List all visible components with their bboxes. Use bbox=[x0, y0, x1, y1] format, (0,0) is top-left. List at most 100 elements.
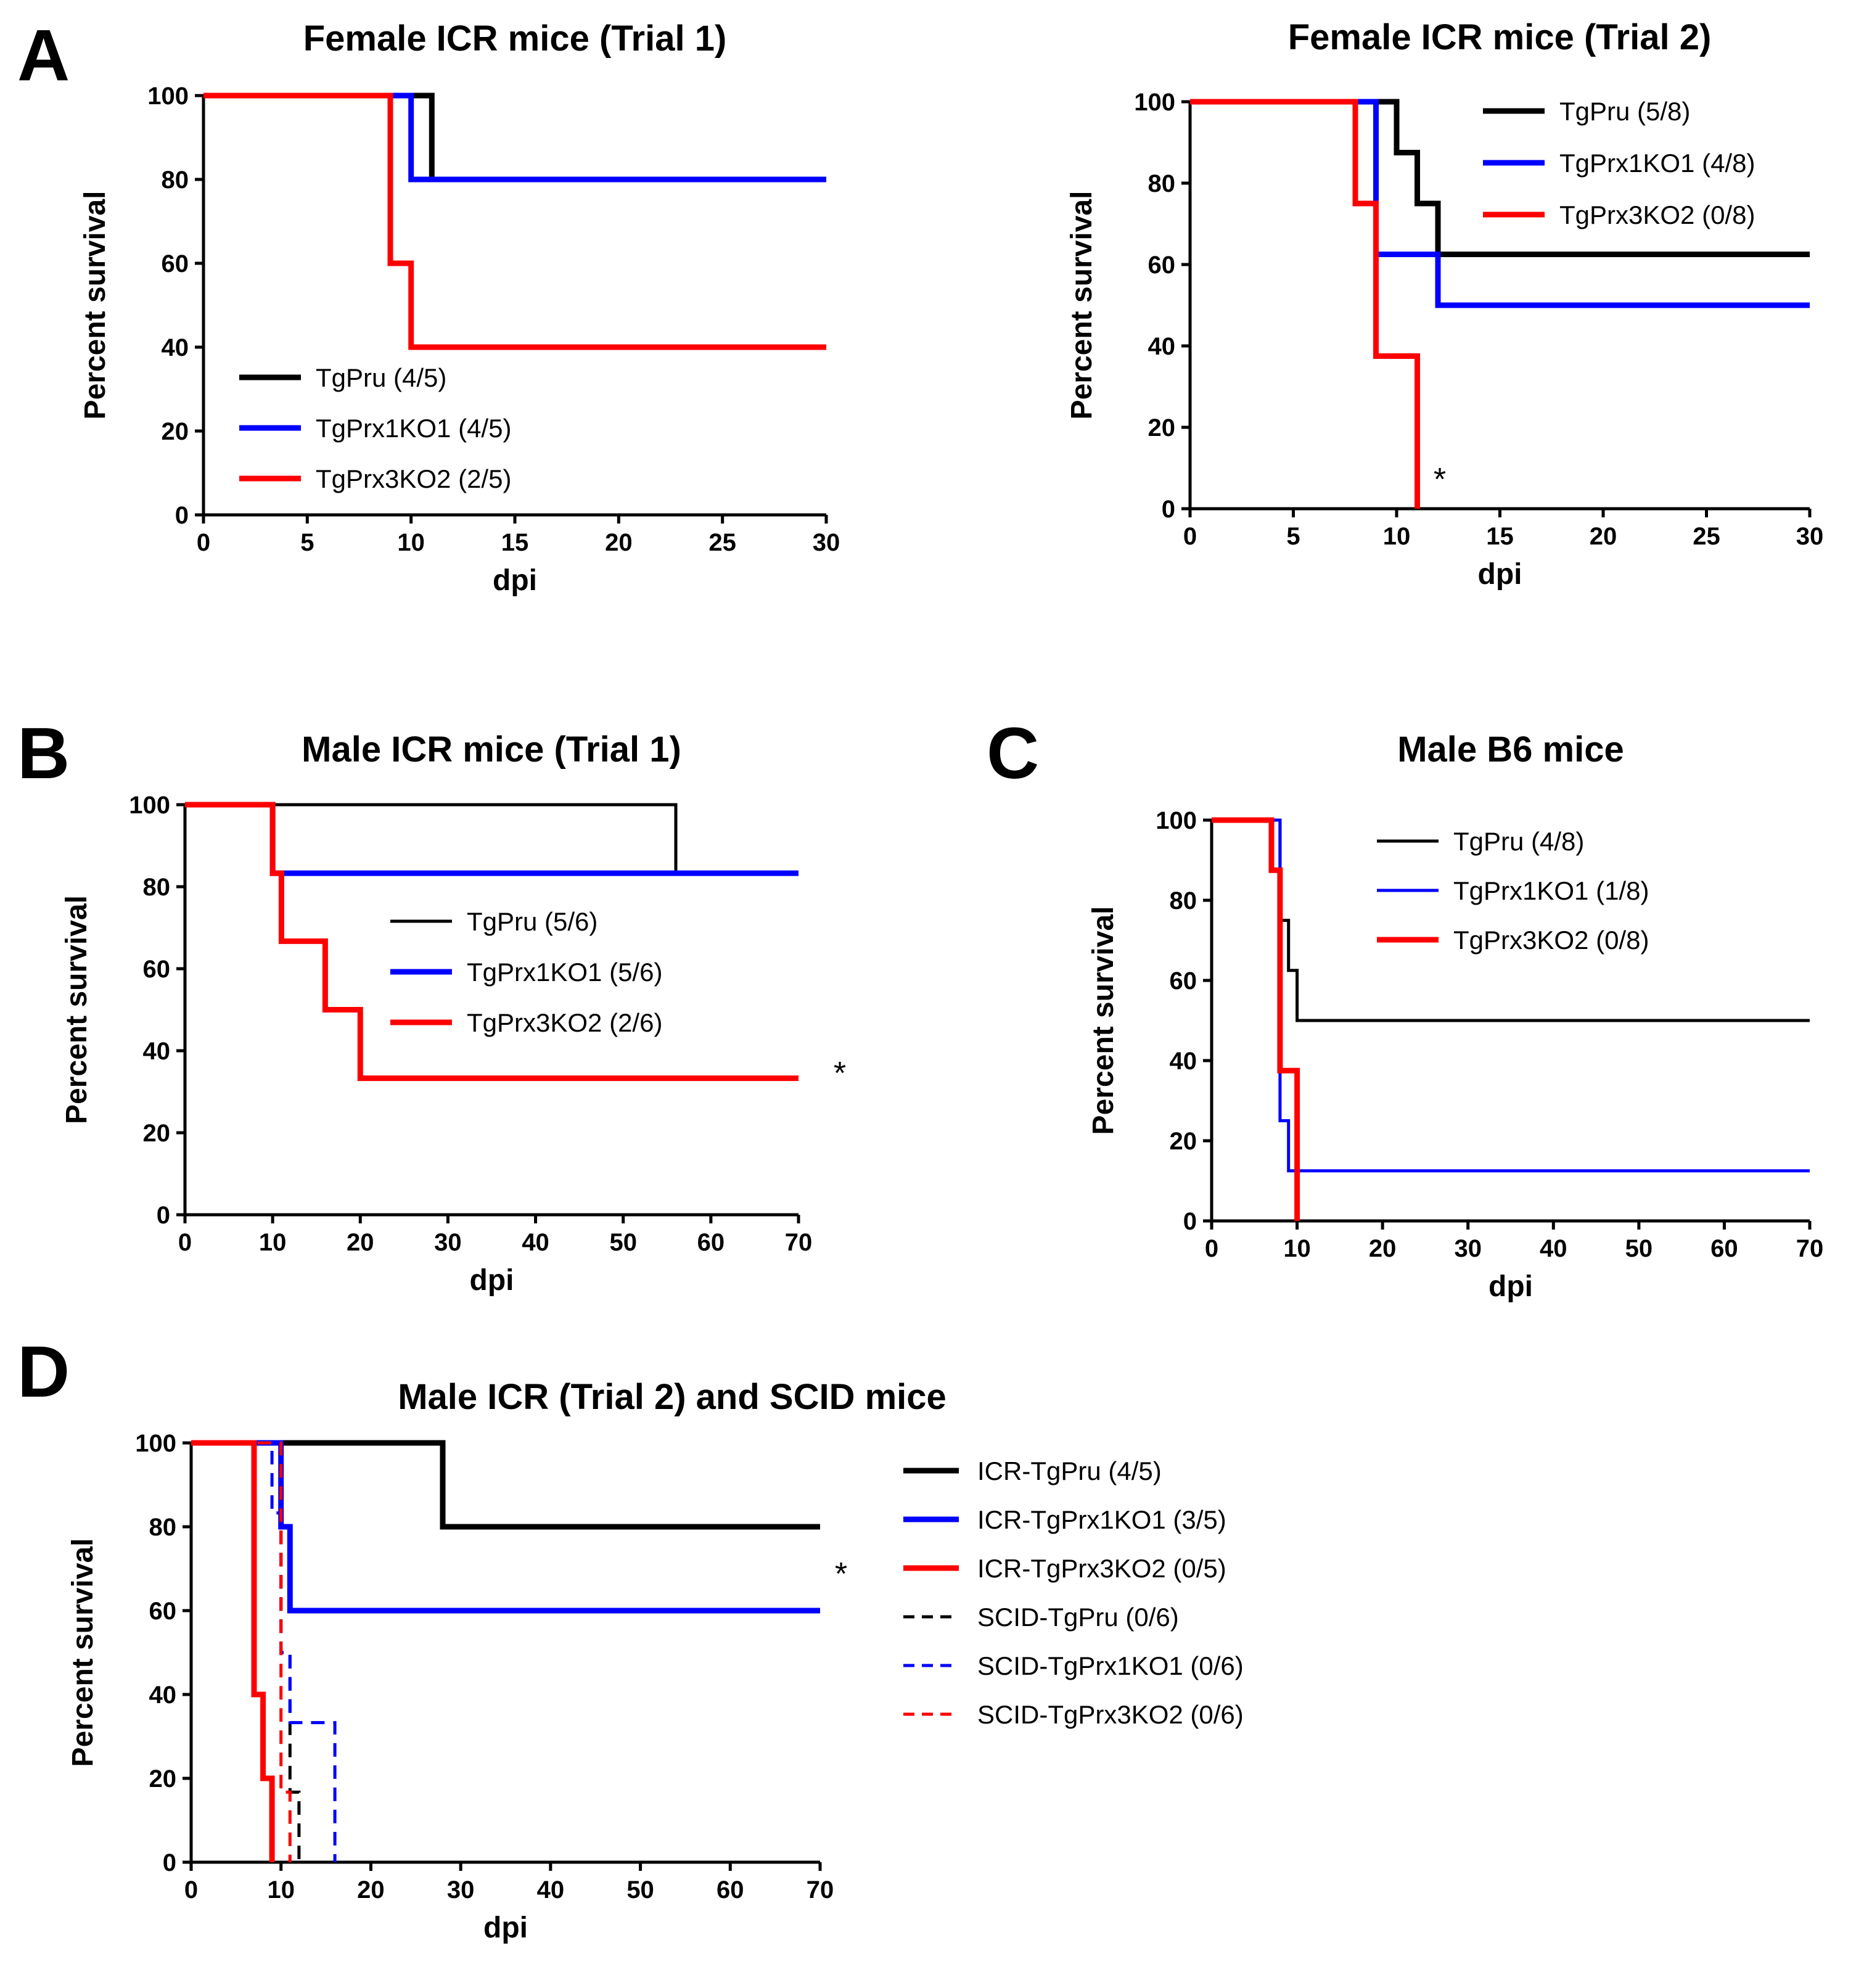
y-axis-label: Percent survival bbox=[79, 191, 112, 420]
x-tick-label: 0 bbox=[1183, 523, 1197, 550]
y-tick-label: 40 bbox=[149, 1682, 177, 1709]
legend-label: ICR-TgPrx1KO1 (3/5) bbox=[977, 1505, 1226, 1534]
x-tick-label: 40 bbox=[522, 1229, 549, 1256]
x-axis-label: dpi bbox=[483, 1912, 528, 1944]
y-tick-label: 40 bbox=[1148, 333, 1176, 360]
x-tick-label: 10 bbox=[1383, 523, 1411, 550]
y-tick-label: 20 bbox=[149, 1765, 177, 1793]
y-tick-label: 100 bbox=[1134, 89, 1175, 116]
series-line-3 bbox=[185, 802, 799, 1082]
y-tick-label: 0 bbox=[1183, 1208, 1197, 1235]
x-tick-label: 25 bbox=[1693, 523, 1720, 550]
chart-male-icr-trial-1: Male ICR mice (Trial 1) 0 10 20 30 40 50 60 70 0 2… bbox=[60, 729, 846, 1297]
chart-title: Male ICR (Trial 2) and SCID mice bbox=[398, 1377, 946, 1417]
chart-female-icr-trial-2: Female ICR mice (Trial 2) 0 5 10 15 20 25 30 0 20… bbox=[1066, 17, 1823, 591]
x-tick-label: 40 bbox=[1540, 1235, 1567, 1262]
x-axis-label: dpi bbox=[1488, 1270, 1533, 1303]
x-tick-label: 30 bbox=[813, 529, 840, 556]
legend-label: SCID-TgPrx1KO1 (0/6) bbox=[977, 1651, 1244, 1680]
x-tick-label: 20 bbox=[347, 1229, 374, 1256]
x-tick-label: 30 bbox=[434, 1229, 462, 1256]
legend-label: TgPrx1KO1 (4/8) bbox=[1559, 149, 1755, 178]
x-tick-label: 60 bbox=[1710, 1235, 1738, 1262]
x-tick-label: 10 bbox=[267, 1876, 295, 1904]
chart-title: Male B6 mice bbox=[1397, 729, 1624, 770]
x-tick-label: 0 bbox=[178, 1229, 192, 1256]
x-tick-label: 60 bbox=[697, 1229, 725, 1256]
x-tick-label: 50 bbox=[1625, 1235, 1653, 1262]
legend-label: TgPru (5/8) bbox=[1559, 97, 1690, 126]
significance-asterisk: * bbox=[1434, 462, 1446, 498]
x-tick-label: 15 bbox=[1486, 523, 1514, 550]
panel-letter-a: A bbox=[17, 15, 70, 96]
chart-title: Female ICR mice (Trial 1) bbox=[303, 18, 727, 59]
series-line-3 bbox=[203, 92, 826, 350]
y-tick-label: 80 bbox=[143, 874, 171, 901]
chart-male-b6: Male B6 mice 0 10 20 30 40 50 60 70 0 20 40 60 80 100 d… bbox=[1087, 729, 1823, 1303]
y-tick-label: 40 bbox=[143, 1038, 171, 1065]
y-tick-label: 20 bbox=[1148, 414, 1176, 442]
x-tick-label: 30 bbox=[1796, 523, 1824, 550]
y-tick-label: 60 bbox=[1170, 967, 1197, 995]
x-tick-label: 25 bbox=[708, 529, 736, 556]
legend-label: TgPru (4/8) bbox=[1453, 827, 1584, 856]
y-tick-label: 80 bbox=[1170, 887, 1197, 914]
legend-label: TgPru (5/6) bbox=[467, 907, 597, 936]
significance-asterisk: * bbox=[835, 1556, 847, 1592]
series-line-3 bbox=[1212, 817, 1300, 1221]
x-tick-label: 60 bbox=[717, 1876, 744, 1904]
legend-label: TgPrx3KO2 (0/8) bbox=[1453, 926, 1649, 955]
legend-label: TgPrx1KO1 (1/8) bbox=[1453, 876, 1649, 905]
x-tick-label: 0 bbox=[1205, 1235, 1218, 1262]
significance-asterisk: * bbox=[834, 1056, 846, 1091]
x-tick-label: 50 bbox=[626, 1876, 654, 1904]
x-tick-label: 70 bbox=[785, 1229, 813, 1256]
x-tick-label: 10 bbox=[397, 529, 425, 556]
x-tick-label: 20 bbox=[1590, 523, 1617, 550]
legend-label: TgPrx3KO2 (2/5) bbox=[316, 464, 511, 493]
x-tick-label: 5 bbox=[1286, 523, 1300, 550]
y-tick-label: 80 bbox=[1148, 170, 1176, 197]
y-tick-label: 40 bbox=[162, 334, 189, 361]
y-tick-label: 100 bbox=[1156, 807, 1197, 834]
y-tick-label: 0 bbox=[175, 502, 189, 529]
x-tick-label: 30 bbox=[1454, 1235, 1482, 1262]
y-tick-label: 60 bbox=[149, 1598, 177, 1625]
x-tick-label: 50 bbox=[609, 1229, 637, 1256]
y-axis-label: Percent survival bbox=[1066, 191, 1098, 420]
x-tick-label: 10 bbox=[1283, 1235, 1311, 1262]
y-axis-label: Percent survival bbox=[60, 895, 93, 1124]
y-tick-label: 0 bbox=[157, 1202, 170, 1229]
y-tick-label: 0 bbox=[163, 1849, 176, 1876]
series-line-6 bbox=[191, 1441, 292, 1862]
y-tick-label: 0 bbox=[1162, 496, 1175, 523]
y-tick-label: 100 bbox=[147, 83, 189, 110]
x-tick-label: 40 bbox=[537, 1876, 565, 1904]
x-tick-label: 15 bbox=[501, 529, 529, 556]
y-tick-label: 60 bbox=[162, 250, 189, 277]
y-tick-label: 60 bbox=[143, 956, 171, 983]
x-tick-label: 20 bbox=[605, 529, 633, 556]
series-line-3 bbox=[191, 1440, 275, 1862]
y-tick-label: 80 bbox=[149, 1514, 177, 1541]
x-tick-label: 20 bbox=[357, 1876, 385, 1904]
series-line-1 bbox=[191, 1440, 820, 1530]
chart-female-icr-trial-1: Female ICR mice (Trial 1) 0 5 10 15 20 25 30 0 20… bbox=[79, 18, 840, 597]
y-tick-label: 20 bbox=[162, 418, 189, 445]
chart-title: Female ICR mice (Trial 2) bbox=[1288, 17, 1712, 57]
x-tick-label: 70 bbox=[1796, 1235, 1824, 1262]
legend-label: TgPrx3KO2 (0/8) bbox=[1559, 200, 1755, 229]
chart-male-icr-trial-2-and-scid: Male ICR (Trial 2) and SCID mice 0 10 20 30 4… bbox=[67, 1377, 1244, 1944]
legend-label: TgPrx1KO1 (4/5) bbox=[316, 414, 511, 443]
series-line-1 bbox=[1190, 99, 1810, 257]
y-tick-label: 100 bbox=[135, 1430, 176, 1457]
y-tick-label: 60 bbox=[1148, 252, 1176, 279]
x-tick-label: 0 bbox=[197, 529, 210, 556]
legend-label: TgPrx1KO1 (5/6) bbox=[467, 958, 662, 987]
x-tick-label: 70 bbox=[807, 1876, 834, 1904]
series-line-3 bbox=[1190, 99, 1420, 509]
x-axis-label: dpi bbox=[470, 1264, 514, 1297]
panel-letter-b: B bbox=[17, 713, 70, 794]
